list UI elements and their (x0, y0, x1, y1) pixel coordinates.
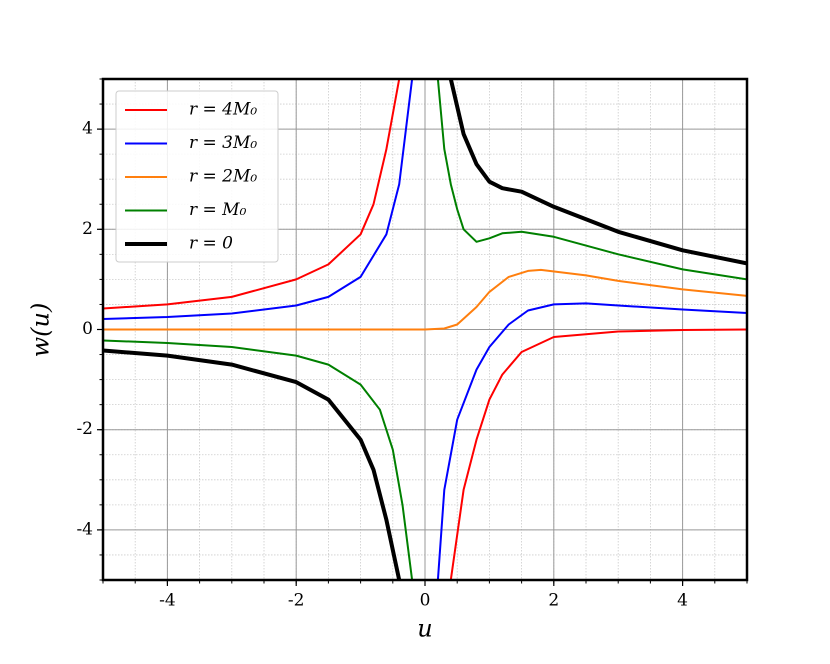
series-line (103, 79, 747, 580)
legend-label: r = 0 (189, 234, 233, 254)
x-tick-label: 2 (548, 591, 559, 611)
legend-label: r = 2M₀ (189, 167, 257, 187)
y-tick-label: -4 (76, 519, 93, 539)
legend: r = 4M₀ r = 3M₀ r = 2M₀ r = M₀ r = 0 (115, 90, 279, 263)
legend-label: r = 3M₀ (189, 133, 257, 153)
y-tick-label: 4 (82, 119, 93, 139)
legend-label: r = M₀ (189, 200, 247, 220)
x-tick-label: 4 (677, 591, 688, 611)
x-tick-label: 0 (420, 591, 431, 611)
ticks: -4 -2 0 2 4 -4 -2 0 2 4 (76, 78, 748, 611)
plot-lines (103, 79, 747, 580)
series-line (103, 79, 747, 580)
x-axis-label: u (417, 615, 432, 643)
series-line (103, 79, 747, 580)
legend-box (115, 90, 279, 263)
series-line (103, 79, 747, 580)
x-tick-label: -2 (288, 591, 305, 611)
y-axis-label: w(u) (27, 303, 55, 358)
y-tick-label: -2 (76, 419, 93, 439)
legend-label: r = 4M₀ (189, 100, 257, 120)
series-line (103, 268, 747, 331)
y-tick-label: 0 (82, 319, 93, 339)
y-tick-label: 2 (82, 219, 93, 239)
x-tick-label: -4 (159, 591, 176, 611)
